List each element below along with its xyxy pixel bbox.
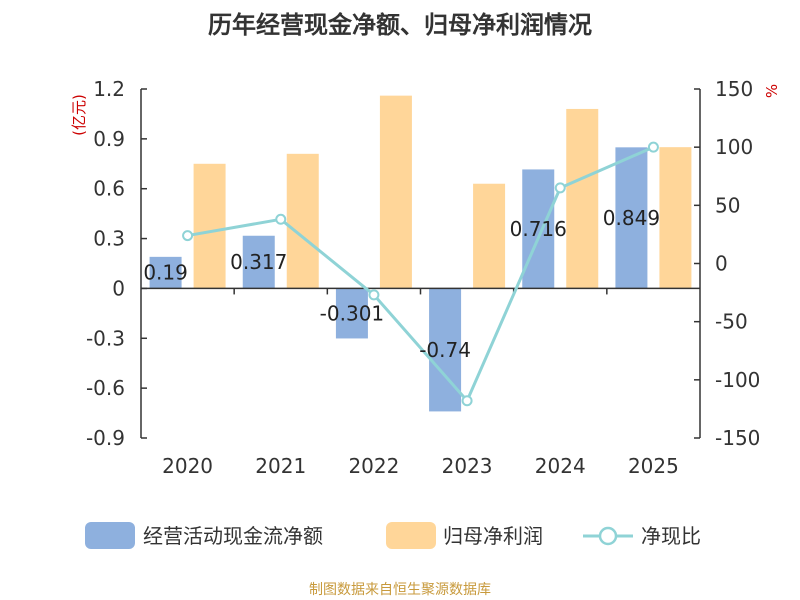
bar-cashflow bbox=[429, 288, 462, 412]
ratio-line bbox=[187, 145, 655, 403]
x-tick-label: 2021 bbox=[255, 454, 306, 478]
right-tick-label: 0 bbox=[715, 252, 728, 276]
left-tick-label: 0.3 bbox=[93, 227, 125, 251]
data-labels-layer: 0.19 0.317 -0.301 -0.74 0.716 0.849 bbox=[143, 206, 660, 362]
legend-swatch-cashflow bbox=[85, 522, 135, 549]
axes-layer bbox=[140, 89, 701, 438]
ratio-point bbox=[647, 141, 659, 153]
ratio-point bbox=[275, 213, 287, 225]
legend-label-cashflow: 经营活动现金流净额 bbox=[143, 524, 323, 548]
left-tick-label: -0.3 bbox=[86, 326, 125, 350]
bar-cashflow bbox=[615, 147, 648, 289]
left-tick-label: 0.9 bbox=[93, 127, 125, 151]
right-axis-unit: % bbox=[763, 84, 781, 98]
left-tick-label: -0.6 bbox=[86, 376, 125, 400]
cashflow-data-label: 0.19 bbox=[143, 261, 188, 285]
ratio-point bbox=[554, 182, 566, 194]
legend-swatch-profit bbox=[386, 522, 436, 549]
bar-cashflow bbox=[242, 235, 275, 289]
right-tick-label: 50 bbox=[715, 193, 740, 217]
left-tick-label: 0 bbox=[112, 276, 125, 300]
bar-profit bbox=[286, 153, 319, 289]
left-tick-label: 0.6 bbox=[93, 177, 125, 201]
bar-profit bbox=[473, 183, 506, 289]
right-axis-ticks: 150 100 50 0 -50 -100 -150 bbox=[694, 77, 760, 450]
legend-label-ratio: 净现比 bbox=[641, 524, 701, 548]
legend-label-profit: 归母净利润 bbox=[443, 524, 543, 548]
x-tick-label: 2024 bbox=[535, 454, 586, 478]
cashflow-data-label: -0.74 bbox=[419, 338, 471, 362]
ratio-point bbox=[182, 230, 194, 242]
bar-profit bbox=[193, 163, 226, 289]
bars-layer bbox=[149, 95, 692, 412]
ratio-point bbox=[461, 395, 473, 407]
left-axis-unit: (亿元) bbox=[70, 94, 88, 136]
x-tick-label: 2020 bbox=[162, 454, 213, 478]
bar-profit bbox=[566, 108, 599, 289]
left-tick-label: 1.2 bbox=[93, 77, 125, 101]
cashflow-data-label: -0.301 bbox=[320, 301, 384, 325]
ratio-line-layer bbox=[182, 141, 659, 407]
x-axis-ticks: 2020 2021 2022 2023 2024 2025 bbox=[162, 288, 679, 478]
right-tick-label: 150 bbox=[715, 77, 753, 101]
bar-cashflow bbox=[149, 256, 182, 289]
right-tick-label: -100 bbox=[715, 368, 760, 392]
cashflow-data-label: 0.716 bbox=[510, 217, 567, 241]
right-tick-label: -150 bbox=[715, 426, 760, 450]
cashflow-data-label: 0.317 bbox=[230, 250, 287, 274]
legend: 经营活动现金流净额 归母净利润 净现比 bbox=[85, 522, 701, 549]
bar-cashflow bbox=[522, 169, 555, 289]
x-tick-label: 2022 bbox=[348, 454, 399, 478]
legend-marker-ratio bbox=[598, 526, 618, 546]
x-tick-label: 2025 bbox=[628, 454, 679, 478]
left-axis-ticks: 1.2 0.9 0.6 0.3 0 -0.3 -0.6 -0.9 bbox=[86, 77, 147, 450]
x-tick-label: 2023 bbox=[442, 454, 493, 478]
bar-cashflow bbox=[335, 288, 368, 339]
bar-profit bbox=[379, 95, 412, 289]
chart-title: 历年经营现金净额、归母净利润情况 bbox=[208, 11, 592, 39]
ratio-point bbox=[368, 289, 380, 301]
bar-profit bbox=[659, 147, 692, 289]
left-tick-label: -0.9 bbox=[86, 426, 125, 450]
source-note: 制图数据来自恒生聚源数据库 bbox=[309, 582, 491, 598]
cashflow-data-label: 0.849 bbox=[603, 206, 660, 230]
right-tick-label: 100 bbox=[715, 135, 753, 159]
right-tick-label: -50 bbox=[715, 310, 748, 334]
